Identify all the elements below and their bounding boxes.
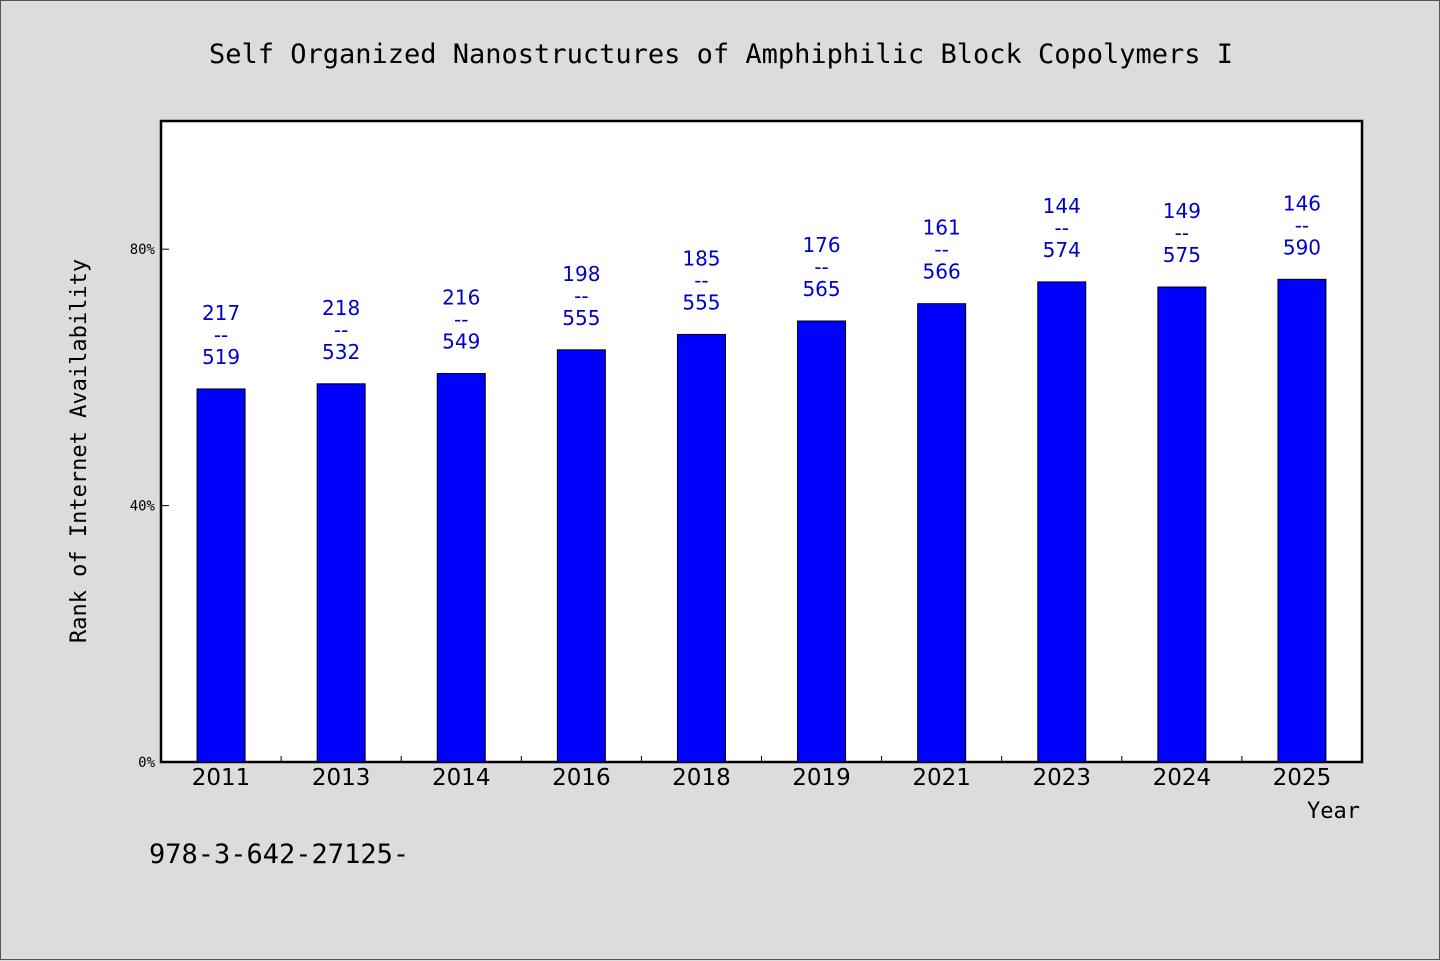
x-tick-label: 2011 [192,765,251,791]
data-label: -- [214,323,228,347]
bar-2024 [1157,286,1207,763]
data-label: -- [334,318,348,342]
data-label: 149 [1163,199,1201,223]
data-label: 555 [562,306,600,330]
y-axis: 0% 40% 80% [130,242,169,771]
bar-2018 [676,333,726,763]
data-label: 565 [802,277,840,301]
bar-2014 [436,373,486,763]
data-label: 590 [1283,235,1321,259]
bars [196,278,1327,763]
data-label: 146 [1283,191,1321,215]
x-tick-label: 2021 [912,765,971,791]
y-tick-label: 40% [130,499,156,515]
x-tick-label: 2016 [552,765,611,791]
bar-2016 [556,349,606,763]
chart-title: Self Organized Nanostructures of Amphiph… [209,39,1233,70]
data-label: 566 [923,260,961,284]
data-label: -- [1055,216,1069,240]
data-label: 198 [562,262,600,286]
x-tick-label: 2019 [792,765,851,791]
data-label: 555 [682,290,720,314]
data-label: -- [454,308,468,332]
data-label: -- [1295,213,1309,237]
y-axis-title: Rank of Internet Availability [67,259,92,643]
data-label: 575 [1163,243,1201,267]
data-label: -- [694,268,708,292]
bar-2025 [1277,278,1327,763]
data-label: 144 [1043,194,1081,218]
data-label: -- [814,255,828,279]
isbn-footnote: 978-3-642-27125- [149,839,409,870]
x-axis-title: Year [1307,799,1360,824]
y-tick-label: 0% [138,755,155,771]
data-label: 161 [923,216,961,240]
bar-2021 [917,303,967,763]
y-tick-label: 80% [130,242,156,258]
data-label: -- [574,284,588,308]
x-tick-label: 2023 [1032,765,1091,791]
data-label: 532 [322,340,360,364]
data-label: 216 [442,286,480,310]
data-label: 574 [1043,238,1081,262]
bar-2019 [797,320,847,763]
x-tick-label: 2024 [1153,765,1212,791]
data-label: 217 [202,301,240,325]
x-tick-label: 2014 [432,765,491,791]
x-axis: 2011 2013 2014 2016 2018 2019 2021 2023 2024 2025 [192,756,1331,791]
x-tick-label: 2013 [312,765,371,791]
data-label: 176 [802,233,840,257]
bar-2013 [316,383,366,763]
data-label: 549 [442,330,480,354]
data-label: 218 [322,296,360,320]
data-label: -- [934,238,948,262]
x-tick-label: 2018 [672,765,731,791]
data-label: 185 [682,246,720,270]
data-label: -- [1175,221,1189,245]
x-tick-label: 2025 [1273,765,1332,791]
data-label: 519 [202,345,240,369]
bar-2023 [1037,281,1087,763]
data-labels: 217--519218--532216--549198--555185--555… [202,191,1321,369]
bar-2011 [196,388,246,763]
